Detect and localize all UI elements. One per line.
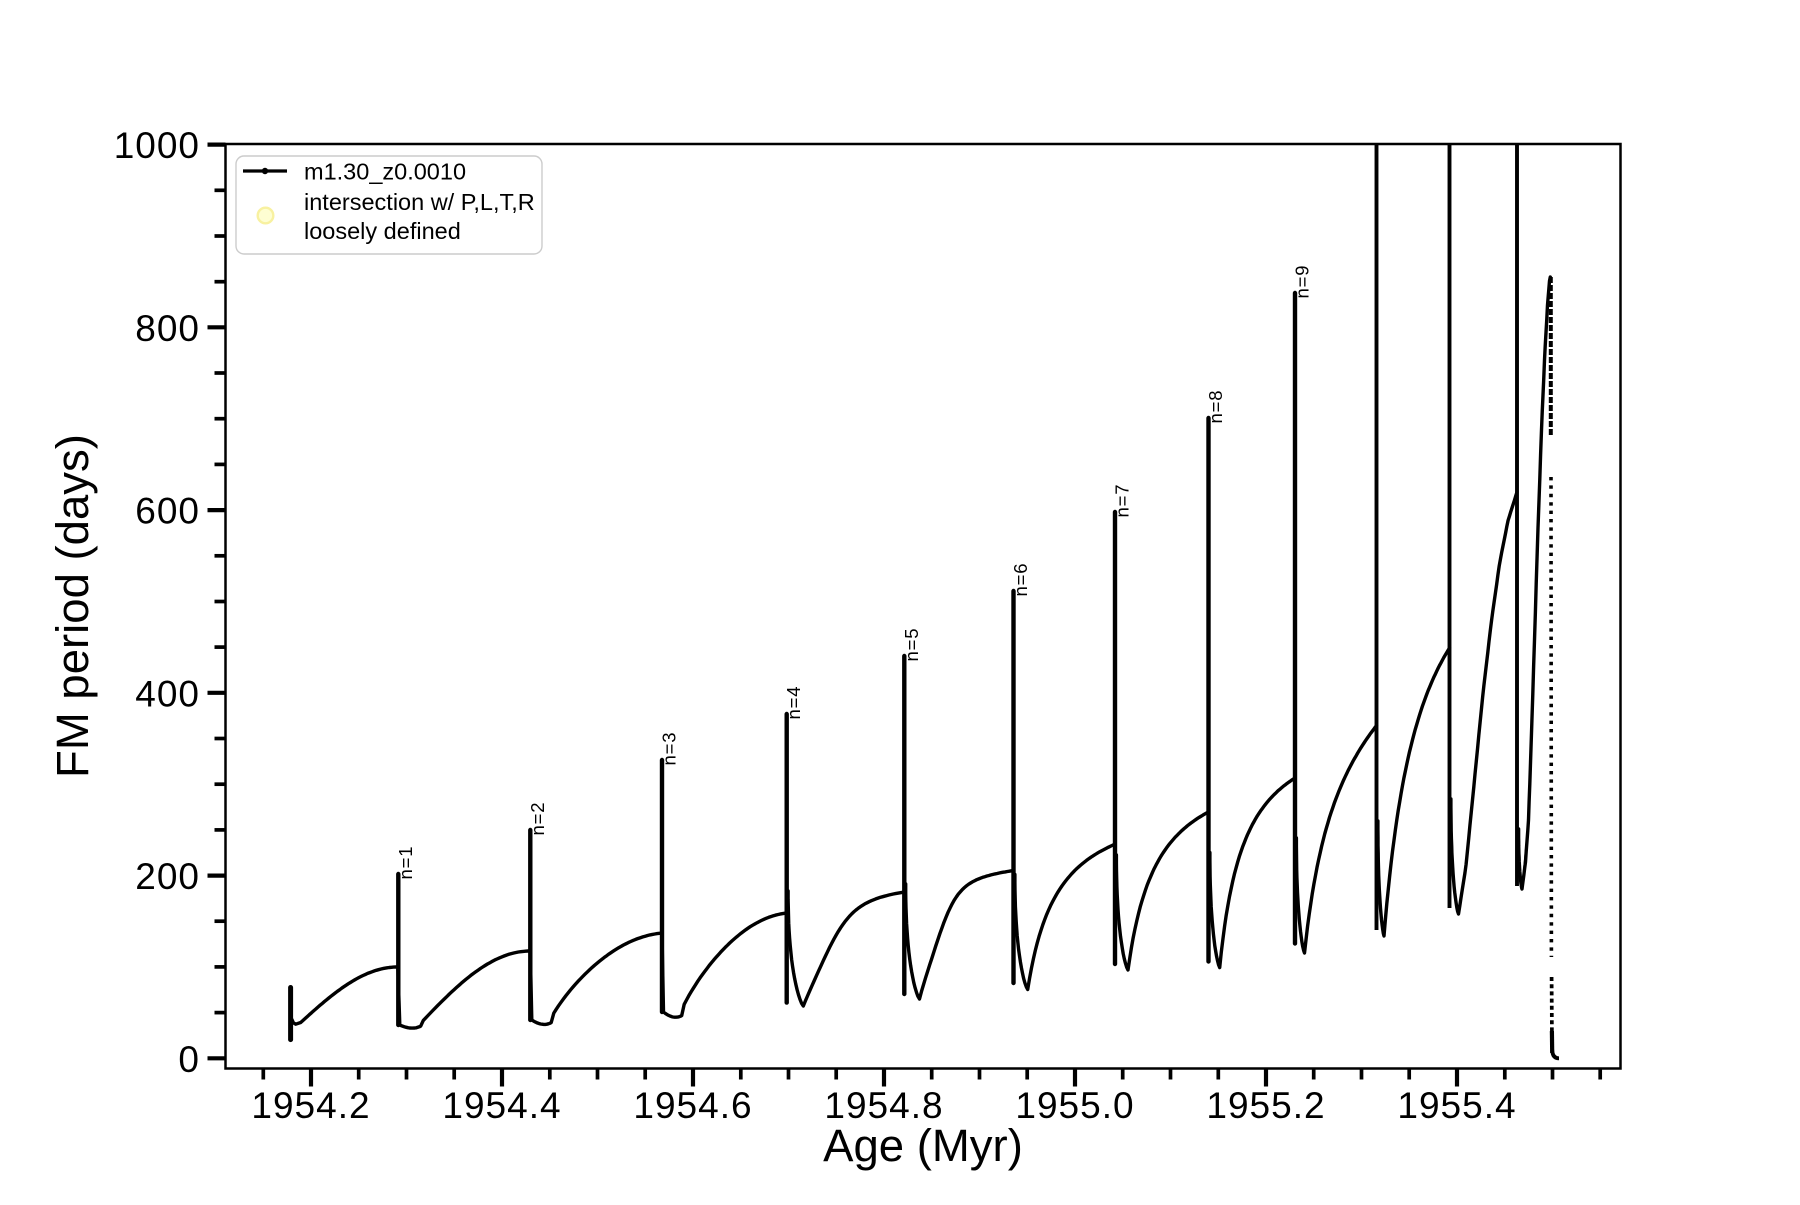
svg-text:n=9: n=9: [1292, 265, 1313, 299]
svg-text:n=1: n=1: [395, 846, 416, 880]
svg-text:1955.4: 1955.4: [1397, 1085, 1516, 1126]
svg-text:1954.2: 1954.2: [251, 1085, 370, 1126]
svg-text:n=2: n=2: [527, 802, 548, 836]
svg-text:0: 0: [178, 1039, 200, 1080]
svg-text:600: 600: [135, 491, 200, 532]
svg-text:1000: 1000: [114, 125, 200, 166]
svg-text:Age (Myr): Age (Myr): [823, 1120, 1023, 1171]
svg-text:FM period (days): FM period (days): [47, 434, 98, 778]
svg-text:200: 200: [135, 856, 200, 897]
svg-text:n=8: n=8: [1205, 390, 1226, 424]
svg-text:400: 400: [135, 673, 200, 714]
svg-text:800: 800: [135, 308, 200, 349]
svg-text:loosely defined: loosely defined: [304, 218, 461, 244]
svg-text:intersection w/ P,L,T,R: intersection w/ P,L,T,R: [304, 189, 535, 215]
svg-text:n=5: n=5: [901, 628, 922, 662]
svg-text:n=3: n=3: [659, 732, 680, 766]
svg-text:n=7: n=7: [1112, 484, 1133, 518]
svg-text:1955.2: 1955.2: [1206, 1085, 1325, 1126]
svg-text:1954.6: 1954.6: [633, 1085, 752, 1126]
svg-text:n=6: n=6: [1010, 563, 1031, 597]
svg-text:m1.30_z0.0010: m1.30_z0.0010: [304, 159, 466, 185]
svg-text:1954.4: 1954.4: [442, 1085, 561, 1126]
svg-text:1955.0: 1955.0: [1015, 1085, 1134, 1126]
svg-text:n=4: n=4: [783, 686, 804, 720]
